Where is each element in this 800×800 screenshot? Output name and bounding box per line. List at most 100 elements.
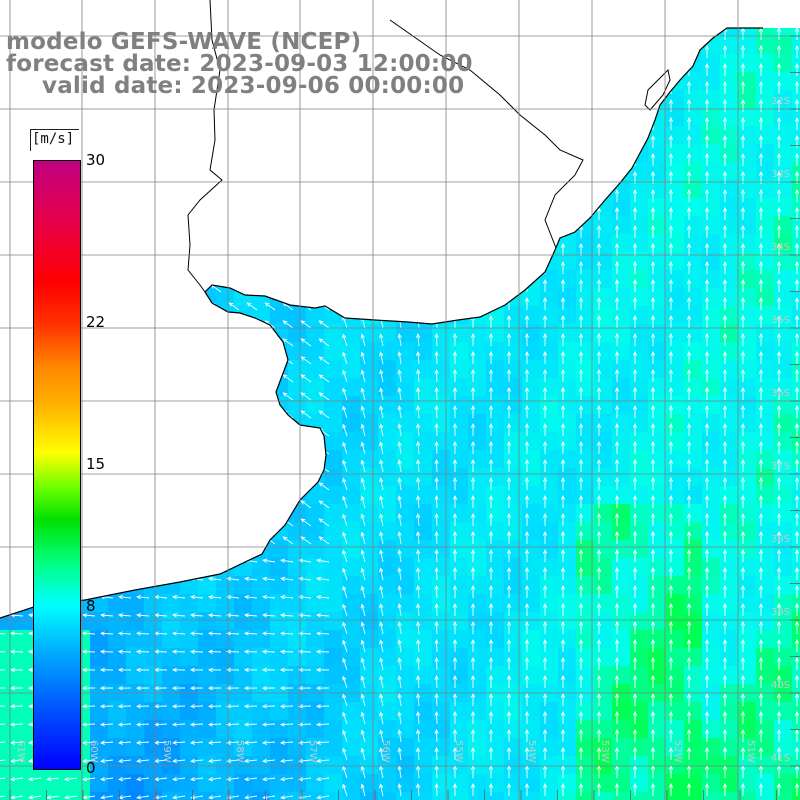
wind-arrow xyxy=(82,613,96,618)
speed-cell xyxy=(180,342,199,361)
wind-arrow xyxy=(434,674,439,689)
speed-cell xyxy=(504,738,523,757)
wind-arrow xyxy=(100,776,114,782)
speed-cell xyxy=(558,756,577,775)
speed-cell xyxy=(414,684,433,703)
speed-cell xyxy=(90,540,109,559)
wind-arrow xyxy=(246,482,258,491)
speed-cell xyxy=(630,648,649,667)
speed-cell xyxy=(288,720,307,739)
speed-cell xyxy=(0,162,19,181)
wind-arrow xyxy=(542,422,548,436)
wind-arrow xyxy=(794,458,800,472)
speed-cell xyxy=(630,702,649,721)
speed-cell xyxy=(180,684,199,703)
wind-arrow xyxy=(207,667,222,673)
speed-cell xyxy=(522,702,541,721)
wind-arrow xyxy=(12,302,24,311)
wind-arrow xyxy=(297,649,312,654)
speed-cell xyxy=(792,108,800,127)
wind-arrow xyxy=(560,476,566,490)
speed-cell xyxy=(216,288,235,307)
wind-arrow xyxy=(243,667,258,673)
wind-arrow xyxy=(300,266,312,275)
wind-arrow xyxy=(560,152,566,166)
speed-cell xyxy=(126,738,145,757)
speed-cell xyxy=(288,540,307,559)
wind-arrow xyxy=(596,80,602,94)
speed-cell xyxy=(180,756,199,775)
speed-cell xyxy=(414,162,433,181)
wind-arrow xyxy=(300,392,312,401)
wind-arrow xyxy=(46,795,60,800)
wind-arrow xyxy=(686,134,692,148)
wind-arrow xyxy=(379,495,384,509)
speed-cell xyxy=(342,756,361,775)
wind-arrow xyxy=(342,657,348,671)
speed-cell xyxy=(162,306,181,325)
speed-cell xyxy=(594,28,613,37)
speed-cell xyxy=(378,180,397,199)
speed-cell xyxy=(306,0,325,19)
speed-cell xyxy=(774,630,793,649)
wind-arrow xyxy=(452,206,458,220)
wind-arrow xyxy=(650,44,656,58)
speed-cell xyxy=(0,576,19,595)
wind-arrow xyxy=(117,704,132,709)
speed-cell xyxy=(180,396,199,415)
wind-arrow xyxy=(740,620,746,634)
speed-cell xyxy=(162,162,181,181)
wind-arrow xyxy=(280,740,294,745)
speed-cell xyxy=(468,108,487,127)
speed-cell xyxy=(378,684,397,703)
speed-cell xyxy=(378,144,397,163)
wind-arrow xyxy=(300,158,312,167)
wind-arrow xyxy=(208,613,222,618)
speed-cell xyxy=(558,540,577,559)
speed-cell xyxy=(792,414,800,433)
speed-cell xyxy=(144,432,163,451)
speed-cell xyxy=(414,738,433,757)
speed-cell xyxy=(486,450,505,469)
wind-arrow xyxy=(704,80,710,94)
speed-cell xyxy=(360,0,379,19)
wind-arrow xyxy=(416,477,421,491)
wind-arrow xyxy=(192,536,204,545)
wind-arrow xyxy=(397,657,402,671)
wind-arrow xyxy=(794,710,800,724)
speed-cell xyxy=(162,540,181,559)
speed-cell xyxy=(162,486,181,505)
speed-cell xyxy=(720,576,739,595)
wind-arrow xyxy=(225,685,240,691)
speed-cell xyxy=(558,306,577,325)
speed-cell xyxy=(450,522,469,541)
speed-cell xyxy=(198,684,217,703)
wind-arrow xyxy=(416,495,421,509)
wind-arrow xyxy=(452,566,458,580)
wind-arrow xyxy=(342,369,348,383)
wind-arrow xyxy=(488,710,494,724)
wind-arrow xyxy=(614,566,620,580)
lat-label: 34S xyxy=(771,242,791,253)
wind-arrow xyxy=(452,584,458,598)
speed-cell xyxy=(342,468,361,487)
wind-arrow xyxy=(12,464,24,473)
speed-cell xyxy=(468,288,487,307)
wind-arrow xyxy=(9,704,24,709)
wind-arrow xyxy=(578,620,584,634)
speed-cell xyxy=(594,126,613,145)
speed-cell xyxy=(270,234,289,253)
speed-cell xyxy=(720,180,739,199)
wind-arrow xyxy=(542,602,548,616)
wind-arrow xyxy=(117,685,132,691)
speed-cell xyxy=(738,324,757,343)
speed-cell xyxy=(630,738,649,757)
wind-arrow xyxy=(740,566,746,580)
speed-cell xyxy=(666,702,685,721)
speed-cell xyxy=(522,720,541,739)
wind-arrow xyxy=(632,134,638,148)
speed-cell xyxy=(396,0,415,19)
speed-cell xyxy=(108,216,127,235)
speed-cell xyxy=(612,738,631,757)
wind-arrow xyxy=(524,782,530,796)
